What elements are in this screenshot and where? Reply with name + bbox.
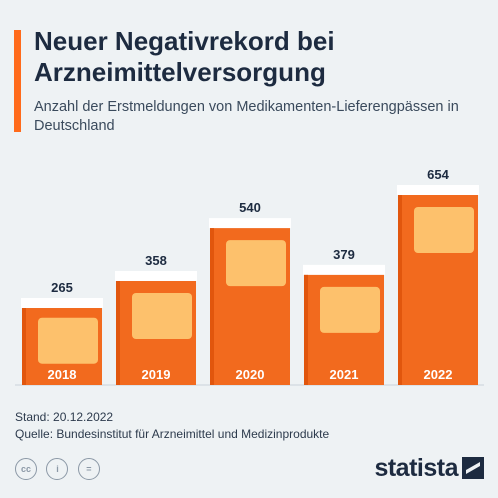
- bar-label-box-2022: [414, 207, 474, 253]
- bar-label-box-2019: [132, 292, 192, 339]
- value-label-2022: 654: [427, 167, 449, 182]
- value-label-2020: 540: [239, 200, 261, 215]
- cc-license-icon[interactable]: cc: [15, 458, 37, 480]
- bar-edge-2022: [398, 195, 402, 385]
- statista-logo[interactable]: statista: [374, 454, 484, 482]
- bar-cap-2022: [397, 185, 479, 195]
- category-label-2021: 2021: [330, 367, 359, 382]
- stand-date: Stand: 20.12.2022: [15, 410, 114, 424]
- bar-edge-2018: [22, 308, 26, 385]
- bar-cap-2018: [21, 298, 103, 309]
- category-label-2022: 2022: [424, 367, 453, 382]
- bar-label-box-2021: [320, 286, 380, 333]
- bar-edge-2019: [116, 280, 120, 385]
- value-label-2018: 265: [51, 280, 73, 295]
- statista-mark-icon: [462, 457, 484, 479]
- bar-cap-2020: [209, 218, 291, 229]
- title-accent-bar: [14, 30, 21, 132]
- no-derivatives-icon[interactable]: =: [77, 458, 100, 480]
- attribution-icon[interactable]: i: [46, 458, 69, 480]
- category-label-2020: 2020: [236, 367, 265, 382]
- value-label-2019: 358: [145, 253, 167, 268]
- bar-edge-2020: [210, 228, 214, 385]
- chart-title: Neuer Negativrekord bei Arzneimittelvers…: [34, 26, 335, 87]
- license-icons: cc i =: [15, 458, 105, 480]
- bar-label-box-2020: [226, 240, 286, 287]
- source-notes: Stand: 20.12.2022 Quelle: Bundesinstitut…: [15, 409, 329, 443]
- chart-subtitle: Anzahl der Erstmeldungen von Medikamente…: [34, 99, 459, 134]
- statista-wordmark: statista: [374, 453, 458, 482]
- bar-edge-2021: [304, 274, 308, 385]
- category-label-2019: 2019: [142, 367, 171, 382]
- bar-cap-2019: [115, 270, 197, 281]
- bar-label-box-2018: [38, 317, 98, 364]
- value-label-2021: 379: [333, 247, 355, 262]
- category-label-2018: 2018: [48, 367, 77, 382]
- source-text: Quelle: Bundesinstitut für Arzneimittel …: [15, 427, 330, 441]
- bar-cap-2021: [303, 264, 385, 275]
